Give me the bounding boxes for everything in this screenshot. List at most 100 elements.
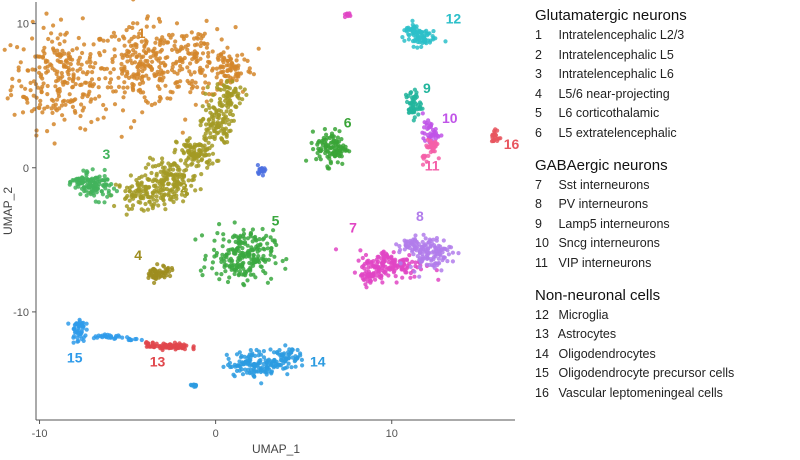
cluster-1-point [110,57,115,62]
cluster-5-point [269,276,274,281]
cluster-8-point [397,244,402,249]
cluster-6-point [343,148,348,153]
cluster-8-point [394,242,399,247]
cluster-11-point [420,162,426,167]
cluster-2-point [219,109,224,114]
cluster-1-point [38,102,43,107]
cluster-5-point [270,238,275,243]
cluster-5-point [232,267,237,272]
cluster-1-point [173,39,178,44]
cluster-1-point [116,84,122,89]
cluster-6-point [337,150,342,155]
cluster-12-point [411,30,416,35]
cluster-1-point [158,61,163,66]
cluster-2-point [191,177,196,182]
cluster-5-point [202,265,207,270]
cluster-1-point [206,92,212,97]
cluster-label-9: 9 [423,80,431,96]
cluster-1-point [80,16,85,21]
cluster-1-point [54,79,59,84]
cluster-1-point [55,52,60,58]
cluster-2-point [128,173,133,178]
cluster-1-point [40,110,45,115]
cluster-1-point [223,73,228,78]
cluster-2-point [219,137,225,142]
legend-group-title: Non-neuronal cells [535,286,661,304]
cluster-1-point [229,65,234,70]
cluster-2-point [150,179,155,184]
cluster-1-point [141,90,146,95]
cluster-2-point [203,91,208,96]
cluster-1-point [70,67,75,72]
cluster-8-point [435,252,440,257]
cluster-14-point [261,361,267,367]
cluster-14-point [237,350,242,355]
cluster-2-point [244,92,249,97]
cluster-2-point [150,193,155,199]
cluster-2-point [223,120,228,125]
cluster-1-point [185,78,190,84]
cluster-1-point [221,69,226,74]
cluster-2-point [198,123,203,128]
cluster-2-point [174,196,179,201]
cluster-5-point [232,271,237,277]
legend-item-number: 11 [535,255,548,270]
cluster-4-point [155,262,160,267]
legend-group-title: GABAergic neurons [535,156,668,174]
cluster-7-point [436,277,441,282]
cluster-14-point [239,367,244,372]
cluster-2-point [173,139,179,144]
cluster-2-point [209,98,214,103]
cluster-2-point [228,102,233,107]
cluster-2-point [144,191,149,197]
cluster-7-point [380,280,385,285]
cluster-6-point [314,157,319,162]
cluster-1-point [89,119,94,125]
cluster-2-point [230,112,235,118]
legend-item-name: Intratelencephalic L5 [555,47,674,62]
cluster-1-point [83,127,88,132]
cluster-5-point [193,237,198,242]
cluster-1-point [41,25,46,30]
cluster-2-point [233,104,238,109]
cluster-5-point [271,228,276,233]
cluster-1-point [135,21,140,26]
cluster-label-12: 12 [446,11,462,27]
cluster-11-point [433,142,439,147]
cluster-2-point [146,162,151,167]
cluster-1-point [131,88,136,93]
cluster-2-point [185,163,190,168]
cluster-5-point [199,233,205,238]
cluster-1-point [51,98,56,103]
cluster-1-point [38,98,43,103]
cluster-7-point [384,267,389,272]
cluster-1-point [44,11,49,16]
cluster-1-point [54,108,60,113]
cluster-1-point [225,45,230,50]
cluster-13-point [160,345,165,350]
cluster-8-point [408,264,413,269]
cluster-1-point [174,21,180,26]
cluster-6-point [333,138,339,143]
cluster-14-point [261,355,267,360]
cluster-6-point [325,166,330,171]
cluster-1-point [161,41,166,46]
cluster-1-point [55,36,60,41]
cluster-1-point [146,76,151,81]
cluster-3-point [74,176,79,181]
cluster-1-point [214,75,219,80]
cluster-7-point [400,275,405,280]
cluster-2-point [204,122,209,127]
cluster-2-point [162,165,167,170]
cluster-2-point [207,105,212,110]
cluster-2-point [186,178,191,183]
cluster-1-point [37,65,42,70]
cluster-8-point [435,262,440,268]
cluster-2-point [227,122,232,127]
cluster-5-point [221,232,226,237]
cluster-1-point [50,110,55,115]
cluster-1-point [126,75,132,80]
cluster-1-point [71,76,76,81]
cluster-5-point [265,280,270,285]
cluster-5-point [225,279,231,285]
